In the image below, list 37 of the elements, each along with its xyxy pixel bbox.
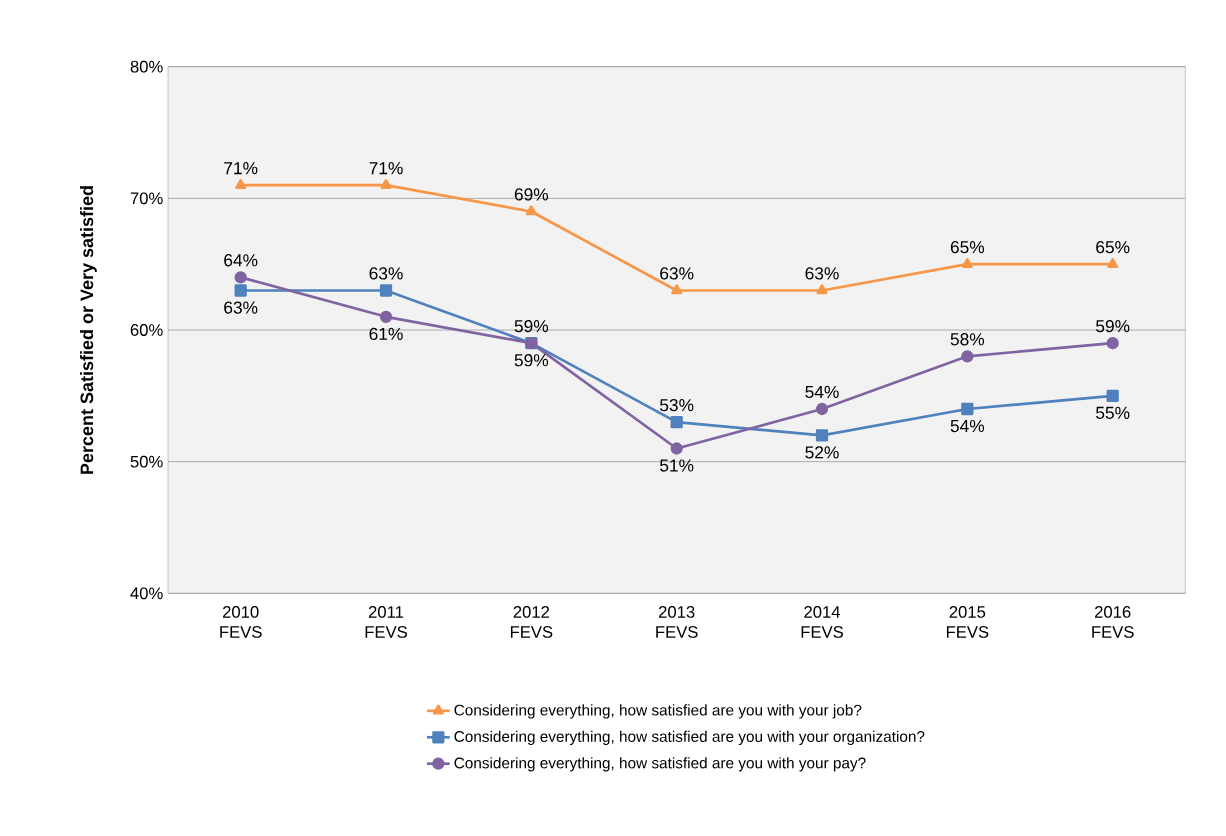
x-tick-label: 2016 FEVS (1092, 606, 1134, 638)
legend-label: Considering everything, how satisfied are you with your job? (454, 704, 862, 719)
y-tick-label: 80% (130, 60, 163, 73)
data-label: 71% (224, 162, 258, 175)
data-label: 59% (1096, 319, 1130, 333)
legend-label: Considering everything, how satisfied are you with your organization? (454, 730, 925, 745)
y-tick-label: 40% (130, 587, 163, 600)
data-label: 64% (224, 254, 258, 267)
data-label: 54% (805, 385, 839, 399)
data-label: 61% (369, 327, 403, 341)
data-label: 63% (805, 267, 839, 280)
data-label: 69% (514, 188, 549, 201)
x-tick-label: 2010 FEVS (220, 606, 262, 638)
data-label: 63% (224, 301, 258, 314)
y-tick-label: 60% (130, 324, 163, 336)
legend-label: Considering everything, how satisfied are you with your pay? (454, 757, 866, 772)
data-label: 63% (369, 267, 403, 280)
data-label: 59% (514, 354, 549, 367)
x-tick-label: 2013 FEVS (656, 606, 698, 638)
data-label: 54% (950, 419, 985, 433)
x-tick-label: 2014 FEVS (801, 606, 844, 638)
data-label: 53% (660, 398, 694, 412)
x-tick-label: 2012 FEVS (510, 606, 553, 638)
x-tick-label: 2011 FEVS (365, 606, 408, 638)
y-axis-title: Percent Satisfied or Very satisfied (80, 186, 97, 474)
data-label: 59% (514, 319, 549, 333)
data-label: 65% (1096, 240, 1130, 254)
data-label: 51% (660, 459, 694, 472)
data-label: 52% (805, 446, 839, 459)
y-tick-label: 50% (130, 455, 163, 468)
data-label: 63% (660, 267, 694, 280)
data-label: 65% (950, 240, 985, 254)
data-label: 55% (1096, 406, 1130, 419)
data-label: 58% (950, 333, 985, 346)
y-tick-label: 70% (130, 192, 163, 205)
x-tick-label: 2015 FEVS (946, 606, 989, 638)
data-label: 71% (369, 162, 403, 175)
